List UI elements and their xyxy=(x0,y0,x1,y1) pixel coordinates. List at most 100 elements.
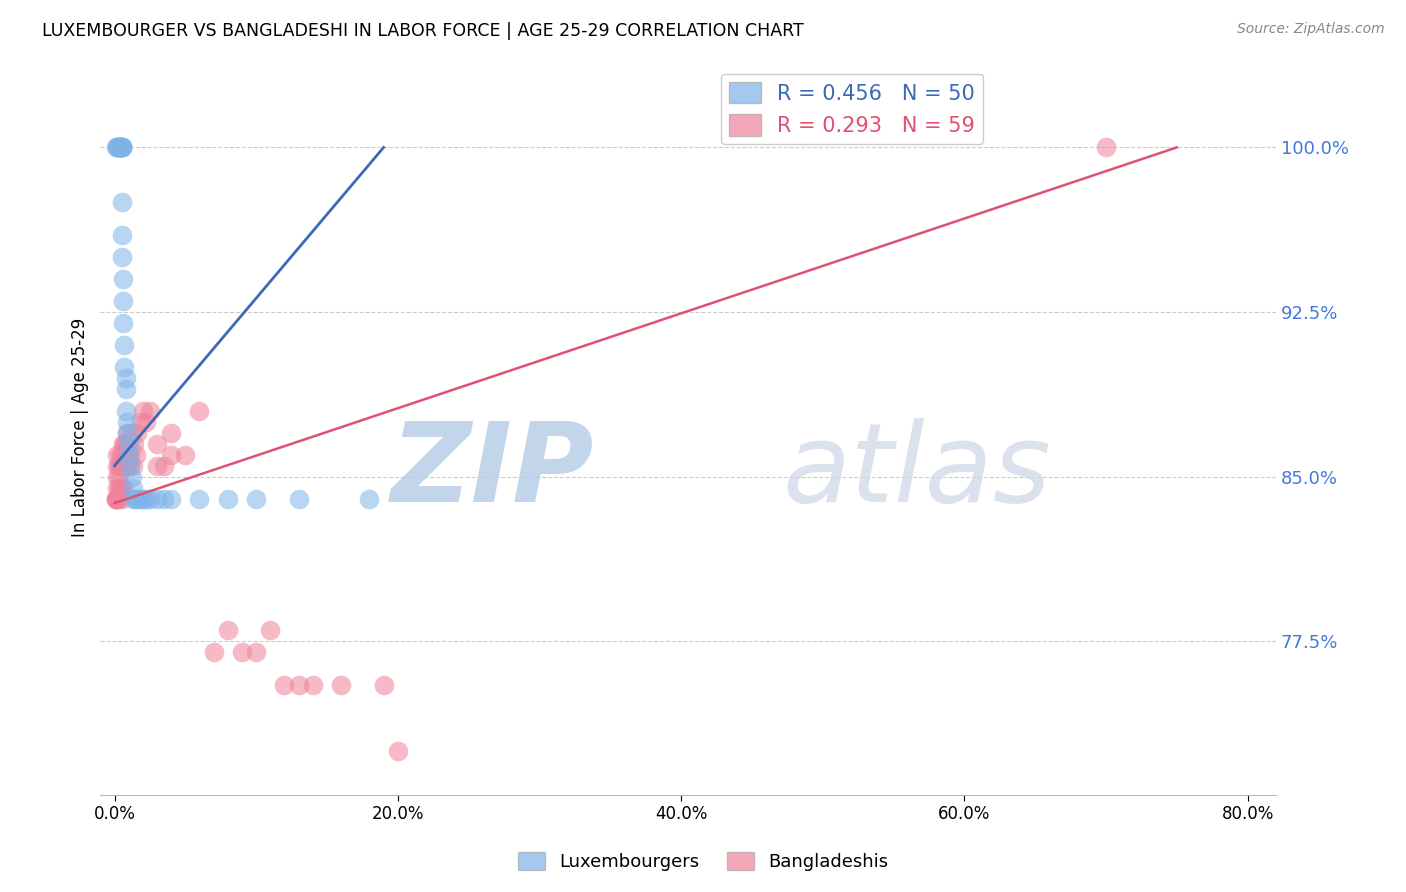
Point xyxy=(115,382,138,396)
Point xyxy=(121,469,143,483)
Point xyxy=(160,425,183,440)
Point xyxy=(287,678,309,692)
Point xyxy=(108,140,131,154)
Point xyxy=(117,415,139,429)
Point xyxy=(245,491,267,506)
Point xyxy=(301,678,323,692)
Point xyxy=(115,371,138,385)
Point xyxy=(127,491,149,506)
Point xyxy=(245,645,267,659)
Point xyxy=(104,491,127,506)
Point xyxy=(118,437,141,451)
Text: ZIP: ZIP xyxy=(391,418,595,525)
Point xyxy=(359,491,381,506)
Point xyxy=(120,458,142,473)
Point xyxy=(110,140,132,154)
Point xyxy=(105,140,128,154)
Point xyxy=(111,272,134,286)
Point xyxy=(139,491,162,506)
Point xyxy=(111,481,134,495)
Point xyxy=(135,491,157,506)
Point xyxy=(153,491,176,506)
Point xyxy=(110,140,132,154)
Point xyxy=(111,458,134,473)
Point xyxy=(107,458,129,473)
Point xyxy=(110,481,132,495)
Point xyxy=(188,404,211,418)
Point xyxy=(107,140,129,154)
Point xyxy=(107,140,129,154)
Point xyxy=(110,458,132,473)
Point xyxy=(125,448,148,462)
Point xyxy=(108,140,131,154)
Point xyxy=(107,140,129,154)
Point xyxy=(110,491,132,506)
Point xyxy=(110,140,132,154)
Point xyxy=(146,491,169,506)
Point xyxy=(110,195,132,210)
Point xyxy=(118,448,141,462)
Point xyxy=(108,458,131,473)
Point xyxy=(104,491,127,506)
Point xyxy=(108,140,131,154)
Point xyxy=(330,678,353,692)
Point xyxy=(105,448,128,462)
Point xyxy=(105,140,128,154)
Point xyxy=(273,678,295,692)
Point xyxy=(129,491,152,506)
Point xyxy=(129,415,152,429)
Point xyxy=(1095,140,1118,154)
Point xyxy=(146,458,169,473)
Point xyxy=(112,359,135,374)
Point xyxy=(112,437,135,451)
Point xyxy=(112,458,135,473)
Point xyxy=(125,491,148,506)
Point xyxy=(160,448,183,462)
Y-axis label: In Labor Force | Age 25-29: In Labor Force | Age 25-29 xyxy=(72,318,89,537)
Point xyxy=(259,624,281,638)
Point xyxy=(120,448,142,462)
Point xyxy=(111,294,134,309)
Point xyxy=(117,425,139,440)
Legend: R = 0.456   N = 50, R = 0.293   N = 59: R = 0.456 N = 50, R = 0.293 N = 59 xyxy=(721,74,983,145)
Point xyxy=(153,458,176,473)
Point xyxy=(105,491,128,506)
Point xyxy=(124,437,146,451)
Point xyxy=(160,491,183,506)
Point xyxy=(122,458,145,473)
Point xyxy=(117,425,139,440)
Point xyxy=(108,140,131,154)
Point xyxy=(118,437,141,451)
Point xyxy=(132,404,155,418)
Point xyxy=(174,448,197,462)
Point xyxy=(115,404,138,418)
Point xyxy=(110,228,132,243)
Text: LUXEMBOURGER VS BANGLADESHI IN LABOR FORCE | AGE 25-29 CORRELATION CHART: LUXEMBOURGER VS BANGLADESHI IN LABOR FOR… xyxy=(42,22,804,40)
Point xyxy=(115,458,138,473)
Point xyxy=(112,338,135,352)
Point xyxy=(110,250,132,264)
Point xyxy=(122,481,145,495)
Text: atlas: atlas xyxy=(782,418,1050,525)
Point xyxy=(111,316,134,330)
Point xyxy=(122,491,145,506)
Point xyxy=(108,448,131,462)
Point xyxy=(287,491,309,506)
Point xyxy=(217,624,239,638)
Point xyxy=(373,678,395,692)
Point xyxy=(105,469,128,483)
Point xyxy=(117,448,139,462)
Point xyxy=(127,425,149,440)
Point xyxy=(188,491,211,506)
Point xyxy=(139,404,162,418)
Point xyxy=(110,140,132,154)
Point xyxy=(217,491,239,506)
Point xyxy=(104,491,127,506)
Point xyxy=(110,140,132,154)
Text: Source: ZipAtlas.com: Source: ZipAtlas.com xyxy=(1237,22,1385,37)
Point xyxy=(111,437,134,451)
Point xyxy=(105,481,128,495)
Point xyxy=(387,744,409,758)
Point xyxy=(132,491,155,506)
Point xyxy=(202,645,225,659)
